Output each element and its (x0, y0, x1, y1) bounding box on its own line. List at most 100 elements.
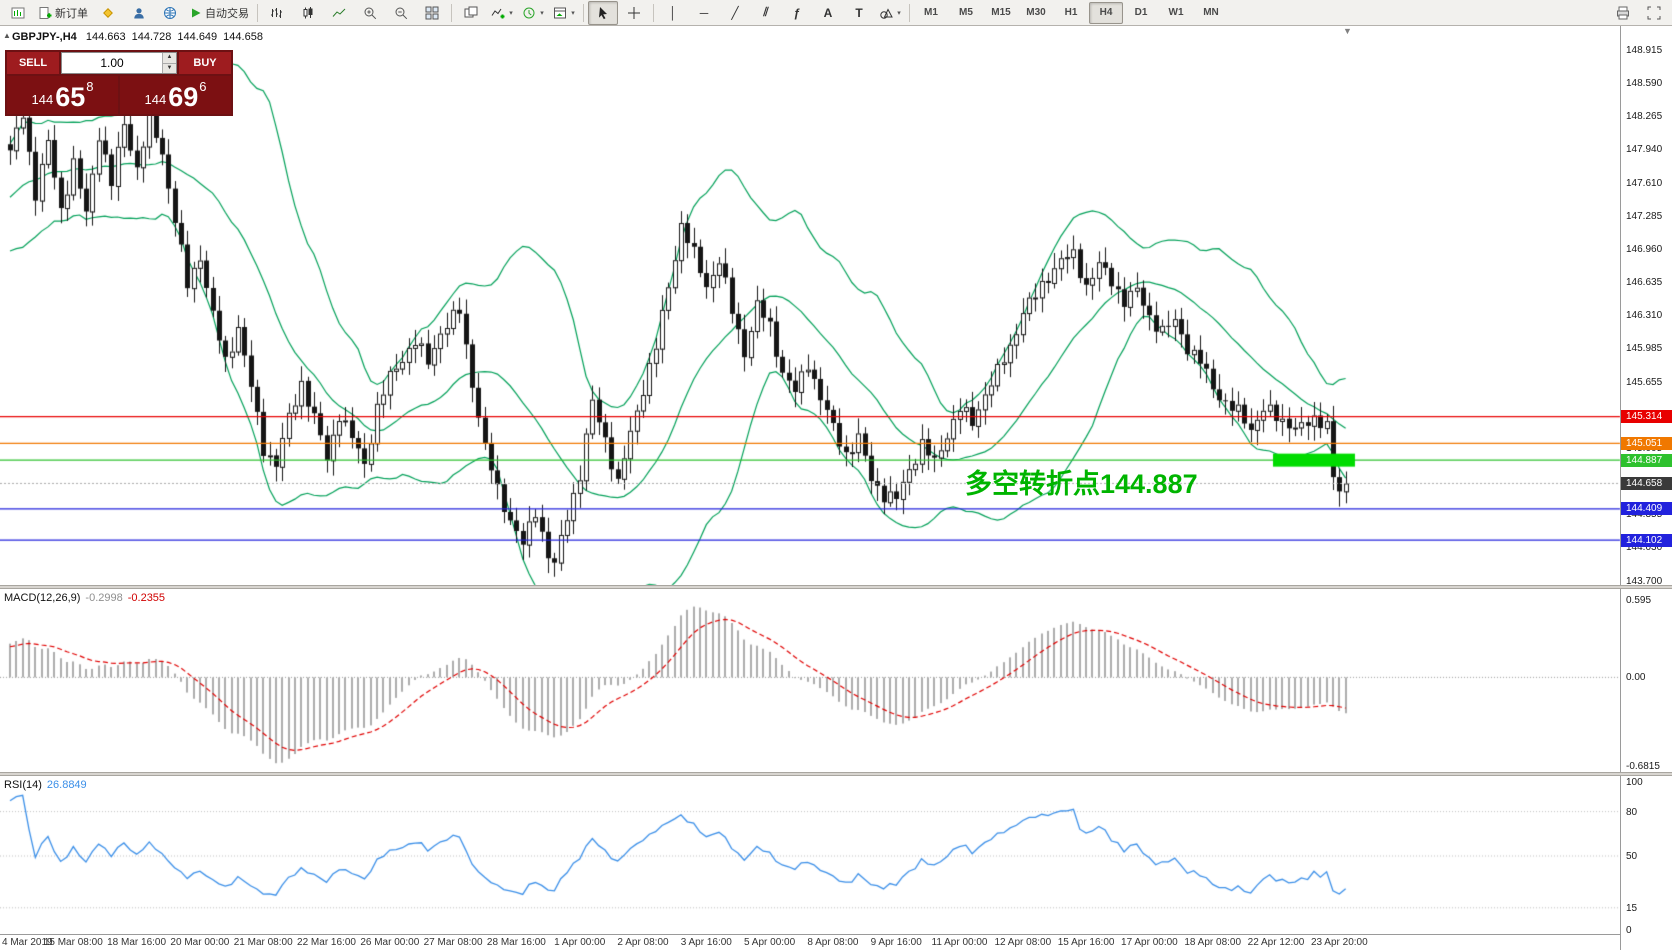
metaeditor-icon (101, 6, 115, 20)
crosshair-tool-button[interactable] (619, 1, 649, 25)
price-scale-label: 146.635 (1626, 277, 1663, 289)
autotrading-button[interactable]: 自动交易 (186, 1, 253, 25)
price-level-tag: 144.887 (1621, 453, 1672, 467)
dropdown-arrow-icon: ▾ (897, 9, 901, 17)
main-toolbar: 新订单 自动交易 ▾ ▾ ▾ │ ─ ╱ ⫽ ƒ A T ▾ M1 M5 M15 M30 H1 H4 D… (0, 0, 1672, 26)
chart-collapse-icon[interactable]: ▲ (3, 31, 11, 40)
price-scale-label: 148.590 (1626, 78, 1663, 90)
timeframe-group: M1 M5 M15 M30 H1 H4 D1 W1 MN (914, 1, 1228, 24)
price-scale[interactable]: 148.915 148.590 148.265 147.940 147.610 147.2… (1620, 26, 1672, 950)
text-label-icon: T (855, 5, 863, 20)
time-scale-label: 15 Mar 08:00 (43, 937, 103, 948)
horizontal-line-button[interactable]: ─ (689, 1, 719, 25)
volume-down-icon[interactable]: ▼ (163, 63, 176, 73)
macd-label: MACD(12,26,9) -0.2998 -0.2355 (4, 592, 165, 604)
cursor-tool-button[interactable] (588, 0, 618, 25)
print-button[interactable] (1608, 1, 1638, 25)
tf-button-H1[interactable]: H1 (1064, 7, 1078, 18)
profile-button[interactable] (124, 1, 154, 25)
price-scale-label: 146.960 (1626, 244, 1663, 256)
sell-price-big: 65 (55, 82, 86, 112)
tile-windows-icon (425, 6, 439, 20)
new-order-icon (38, 6, 52, 20)
price-scale-label: 147.285 (1626, 210, 1663, 222)
templates-icon (553, 6, 567, 20)
community-button[interactable] (155, 1, 185, 25)
macd-scale-label: 0.595 (1626, 595, 1652, 606)
tf-button-M5[interactable]: M5 (959, 7, 973, 18)
cascade-windows-icon (464, 6, 478, 20)
tf-button-H4[interactable]: H4 (1089, 1, 1123, 24)
price-scale-label: 148.265 (1626, 111, 1663, 123)
toolbar-separator (583, 3, 584, 22)
new-chart-button[interactable] (3, 1, 33, 25)
tf-button-D1[interactable]: D1 (1134, 7, 1148, 18)
macd-main-value: -0.2998 (85, 592, 123, 604)
bar-chart-type-button[interactable] (262, 1, 292, 25)
globe-icon (163, 6, 177, 20)
shapes-button[interactable]: ▾ (875, 1, 905, 25)
tf-button-W1[interactable]: W1 (1168, 7, 1184, 18)
indicators-icon (491, 6, 505, 20)
time-scale-label: 12 Apr 08:00 (994, 937, 1052, 948)
time-scale-label: 26 Mar 00:00 (360, 937, 420, 948)
rsi-scale-label: 50 (1626, 851, 1638, 862)
time-scale-label: 2 Apr 08:00 (617, 937, 669, 948)
periods-button[interactable]: ▾ (518, 1, 548, 25)
price-level-tag: 144.409 (1621, 502, 1672, 516)
text-label-button[interactable]: T (844, 1, 874, 25)
ohlc-high: 144.728 (131, 31, 172, 43)
one-click-trading-panel: SELL ▲ ▼ BUY 144 65 8 144 69 6 (5, 50, 233, 116)
new-chart-icon (11, 6, 25, 20)
cascade-windows-button[interactable] (456, 1, 486, 25)
rsi-scale-label: 15 (1626, 902, 1638, 914)
zoom-out-button[interactable] (386, 1, 416, 25)
fibonacci-button[interactable]: ƒ (782, 1, 812, 25)
volume-up-icon[interactable]: ▲ (163, 53, 176, 64)
buy-price-button[interactable]: 144 69 6 (120, 76, 231, 114)
sell-price-sup: 8 (86, 79, 94, 94)
indicators-button[interactable]: ▾ (487, 1, 517, 25)
tile-windows-button[interactable] (417, 1, 447, 25)
text-icon: A (823, 5, 833, 20)
sell-price-button[interactable]: 144 65 8 (7, 76, 118, 114)
time-scale-label: 1 Apr 00:00 (554, 937, 606, 948)
trendline-button[interactable]: ╱ (720, 1, 750, 25)
new-order-button[interactable]: 新订单 (34, 1, 92, 25)
line-chart-type-button[interactable] (324, 1, 354, 25)
sell-price-prefix: 144 (31, 92, 54, 107)
price-level-tag: 145.314 (1621, 410, 1672, 424)
candle-chart-type-button[interactable] (293, 1, 323, 25)
time-scale-label: 18 Apr 08:00 (1184, 937, 1242, 948)
tf-button-M1[interactable]: M1 (924, 7, 938, 18)
time-scale-label: 5 Apr 00:00 (744, 937, 796, 948)
templates-button[interactable]: ▾ (549, 1, 579, 25)
pane-separator[interactable] (0, 772, 1672, 776)
trendline-icon: ╱ (731, 5, 739, 20)
horizontal-line-icon: ─ (699, 5, 709, 20)
macd-signal-value: -0.2355 (127, 592, 166, 604)
tf-button-M15[interactable]: M15 (991, 7, 1011, 18)
time-scale[interactable]: 4 Mar 2019 15 Mar 08:00 18 Mar 16:00 20 Mar… (0, 934, 1620, 951)
tf-button-MN[interactable]: MN (1203, 7, 1219, 18)
chart-shift-marker-icon[interactable]: ▼ (1343, 26, 1352, 36)
equidistant-channel-button[interactable]: ⫽ (751, 1, 781, 25)
vertical-line-button[interactable]: │ (658, 1, 688, 25)
volume-input[interactable] (62, 53, 162, 73)
profile-icon (132, 6, 146, 20)
buy-button[interactable]: BUY (179, 52, 231, 74)
ohlc-close: 144.658 (223, 31, 263, 43)
text-button[interactable]: A (813, 1, 843, 25)
time-scale-label: 21 Mar 08:00 (233, 937, 293, 948)
sell-button[interactable]: SELL (7, 52, 59, 74)
metaeditor-button[interactable] (93, 1, 123, 25)
tf-button-M30[interactable]: M30 (1026, 7, 1046, 18)
fullscreen-button[interactable] (1639, 1, 1669, 25)
drawing-tools-group: │ ─ ╱ ⫽ ƒ A T (658, 1, 874, 25)
toolbar-separator (653, 3, 654, 22)
candle-chart-icon (301, 6, 315, 20)
zoom-in-button[interactable] (355, 1, 385, 25)
zoom-in-icon (363, 6, 377, 20)
pane-separator[interactable] (0, 585, 1672, 589)
